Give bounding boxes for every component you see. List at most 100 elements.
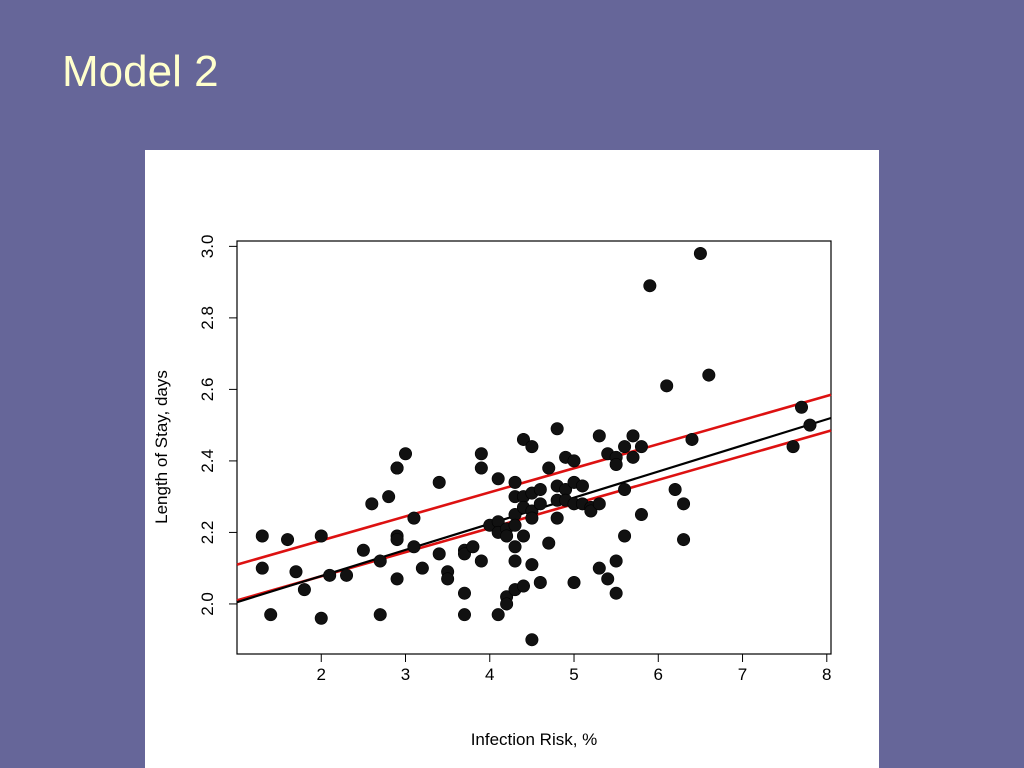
data-point — [542, 536, 556, 550]
data-point — [255, 561, 269, 575]
data-point — [432, 547, 446, 561]
data-point — [592, 561, 606, 575]
y-tick-label: 2.8 — [198, 306, 217, 330]
data-point — [525, 511, 539, 525]
data-point — [390, 572, 404, 586]
x-tick-label: 7 — [738, 665, 747, 684]
y-tick-label: 3.0 — [198, 235, 217, 259]
data-point — [634, 440, 648, 454]
data-point — [609, 554, 623, 568]
data-point — [567, 454, 581, 468]
data-point — [525, 633, 539, 647]
data-point — [264, 608, 278, 622]
data-point — [297, 583, 311, 597]
x-tick-label: 2 — [317, 665, 326, 684]
data-point — [466, 540, 480, 554]
data-point — [255, 529, 269, 543]
data-point — [432, 475, 446, 489]
data-point — [516, 529, 530, 543]
data-point — [281, 533, 295, 547]
data-point — [550, 511, 564, 525]
data-point — [618, 483, 632, 497]
y-tick-label: 2.2 — [198, 521, 217, 545]
data-point — [533, 497, 547, 511]
data-point — [643, 279, 657, 293]
data-point — [289, 565, 303, 579]
data-point — [390, 533, 404, 547]
x-axis-title: Infection Risk, % — [471, 730, 598, 749]
data-point — [533, 575, 547, 589]
data-point — [677, 497, 691, 511]
data-point — [584, 504, 598, 518]
data-point — [702, 368, 716, 382]
data-point — [474, 447, 488, 461]
data-point — [567, 575, 581, 589]
data-point — [365, 497, 379, 511]
data-point — [525, 440, 539, 454]
data-point — [373, 554, 387, 568]
data-points — [255, 247, 817, 647]
data-point — [390, 461, 404, 475]
x-tick-label: 3 — [401, 665, 410, 684]
slide-title: Model 2 — [62, 47, 219, 96]
data-point — [508, 554, 522, 568]
y-tick-label: 2.4 — [198, 449, 217, 473]
data-point — [693, 247, 707, 261]
data-point — [356, 543, 370, 557]
data-point — [550, 422, 564, 436]
x-axis: 2 3 4 5 6 7 8 — [317, 653, 832, 684]
x-tick-label: 4 — [485, 665, 494, 684]
data-point — [626, 450, 640, 464]
chart-figure: 2 3 4 5 6 7 8 2.0 2.2 2.4 2.6 2.8 3.0 Infection Ris… — [145, 150, 879, 768]
y-tick-label: 2.0 — [198, 592, 217, 616]
y-axis-title: Length of Stay, days — [152, 370, 171, 524]
x-tick-label: 6 — [654, 665, 663, 684]
y-axis: 2.0 2.2 2.4 2.6 2.8 3.0 — [198, 235, 238, 616]
data-point — [542, 461, 556, 475]
data-point — [441, 572, 455, 586]
data-point — [382, 490, 396, 504]
data-point — [803, 418, 817, 432]
data-point — [314, 529, 328, 543]
data-point — [457, 586, 471, 600]
data-point — [508, 475, 522, 489]
data-point — [373, 608, 387, 622]
data-point — [685, 432, 699, 446]
x-tick-label: 5 — [569, 665, 578, 684]
data-point — [508, 540, 522, 554]
data-point — [508, 518, 522, 532]
data-point — [457, 547, 471, 561]
data-point — [795, 400, 809, 414]
data-point — [323, 568, 337, 582]
data-point — [660, 379, 674, 393]
data-point — [609, 457, 623, 471]
data-point — [491, 472, 505, 486]
data-point — [474, 461, 488, 475]
data-point — [618, 440, 632, 454]
data-point — [677, 533, 691, 547]
data-point — [533, 483, 547, 497]
data-point — [592, 497, 606, 511]
data-point — [491, 608, 505, 622]
data-point — [474, 554, 488, 568]
data-point — [415, 561, 429, 575]
data-point — [786, 440, 800, 454]
data-point — [668, 483, 682, 497]
data-point — [618, 529, 632, 543]
data-point — [609, 586, 623, 600]
data-point — [500, 529, 514, 543]
data-point — [592, 429, 606, 443]
data-point — [601, 572, 615, 586]
data-point — [525, 558, 539, 572]
data-point — [634, 508, 648, 522]
y-tick-label: 2.6 — [198, 378, 217, 402]
data-point — [314, 611, 328, 625]
data-point — [457, 608, 471, 622]
data-point — [340, 568, 354, 582]
data-point — [575, 479, 589, 493]
data-point — [516, 432, 530, 446]
data-point — [626, 429, 640, 443]
data-point — [500, 597, 514, 611]
x-tick-label: 8 — [822, 665, 831, 684]
data-point — [516, 579, 530, 593]
